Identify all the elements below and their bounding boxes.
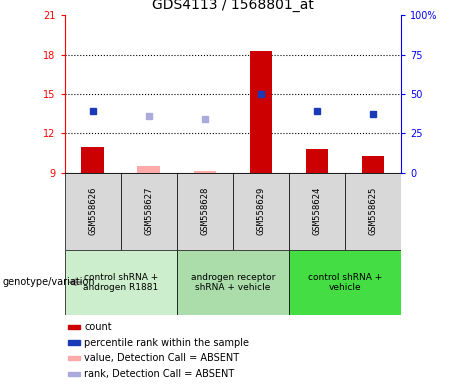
- Text: GSM558626: GSM558626: [88, 187, 97, 235]
- Text: genotype/variation: genotype/variation: [2, 277, 95, 287]
- Text: GSM558625: GSM558625: [368, 187, 378, 235]
- Bar: [289, 250, 401, 315]
- Text: control shRNA +
androgen R1881: control shRNA + androgen R1881: [83, 273, 158, 292]
- Bar: [194, 172, 216, 173]
- Bar: [306, 149, 328, 173]
- Text: GSM558624: GSM558624: [313, 187, 321, 235]
- Bar: [68, 372, 80, 376]
- Text: GSM558628: GSM558628: [200, 187, 209, 235]
- Text: count: count: [84, 322, 112, 332]
- Text: GSM558629: GSM558629: [256, 187, 266, 235]
- Bar: [65, 173, 121, 250]
- Bar: [362, 156, 384, 173]
- Text: percentile rank within the sample: percentile rank within the sample: [84, 338, 249, 348]
- Bar: [289, 173, 345, 250]
- Bar: [68, 341, 80, 344]
- Title: GDS4113 / 1568801_at: GDS4113 / 1568801_at: [152, 0, 314, 12]
- Text: value, Detection Call = ABSENT: value, Detection Call = ABSENT: [84, 353, 239, 363]
- Bar: [177, 173, 233, 250]
- Bar: [250, 51, 272, 173]
- Bar: [233, 173, 289, 250]
- Bar: [68, 356, 80, 360]
- Bar: [177, 250, 289, 315]
- Bar: [121, 173, 177, 250]
- Bar: [82, 147, 104, 173]
- Text: androgen receptor
shRNA + vehicle: androgen receptor shRNA + vehicle: [190, 273, 275, 292]
- Bar: [137, 166, 160, 173]
- Text: control shRNA +
vehicle: control shRNA + vehicle: [308, 273, 382, 292]
- Bar: [68, 325, 80, 329]
- Text: rank, Detection Call = ABSENT: rank, Detection Call = ABSENT: [84, 369, 234, 379]
- Bar: [65, 250, 177, 315]
- Bar: [345, 173, 401, 250]
- Text: GSM558627: GSM558627: [144, 187, 153, 235]
